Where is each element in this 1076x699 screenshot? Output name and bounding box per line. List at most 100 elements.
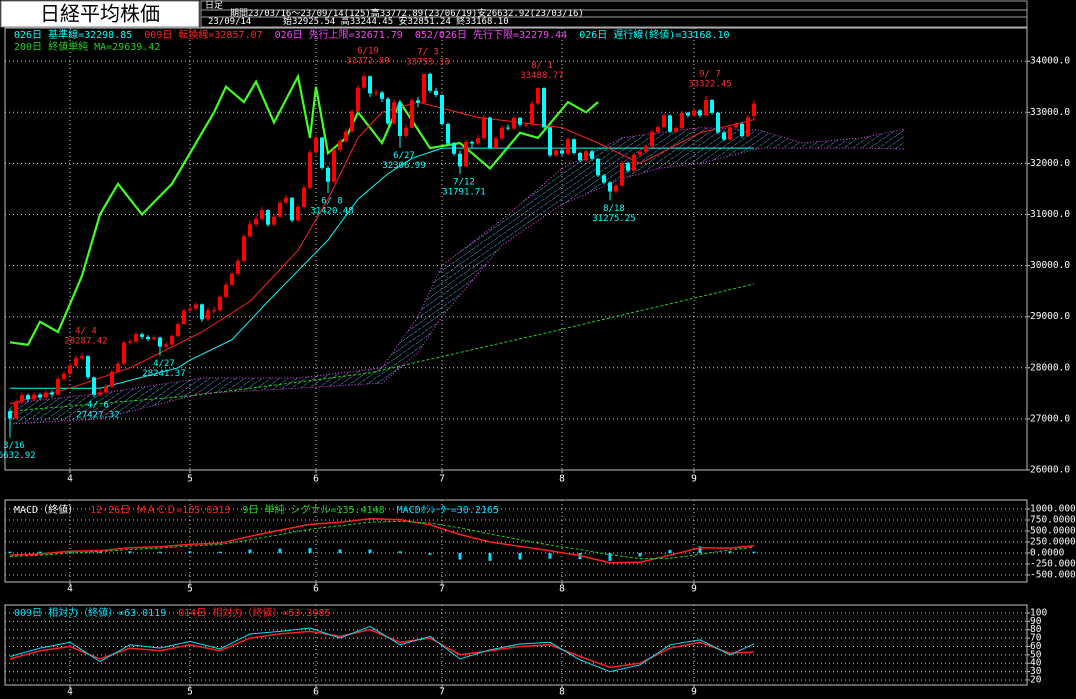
candle-body [523,124,528,126]
annotation-date: 7/12 [453,178,475,188]
candle-body [373,92,378,94]
candle-body [673,128,678,132]
candle-body [223,284,228,297]
annotation-value: 33322.45 [688,79,731,89]
legend-entry: 200日 終値単純 MA=29639.42 [14,40,160,53]
candle-body [163,344,168,347]
y-tick-label: 40 [1030,658,1042,669]
annotation-value: 33772.89 [346,56,389,66]
legend-entry: 026日 基準線=32298.85 [14,28,132,41]
histogram-bar [98,552,102,553]
candle-body [343,131,348,142]
annotation-date: 4/ 4 [75,327,97,337]
candle-body [559,150,564,154]
series-line [9,101,755,405]
candle-body [739,123,744,137]
candle-body [547,127,552,156]
candle-body [667,115,672,132]
x-tick-label: 7 [439,474,445,485]
candle-body [703,99,708,116]
candle-body [403,127,408,136]
candle-body [505,127,510,129]
x-tick-label: 7 [439,584,445,595]
x-tick-label: 9 [691,474,697,485]
candle-body [229,273,234,285]
annotation-date: 4/ 6 [87,401,109,411]
histogram-bar [128,551,132,553]
annotation-value: 32306.99 [382,161,425,171]
candle-body [253,218,258,225]
annotation-date: 9/ 7 [699,69,721,79]
candle-body [679,112,684,129]
histogram-bar [188,551,192,553]
annotation-date: 7/ 3 [417,47,439,57]
candle-body [721,132,726,140]
plot-area [5,500,1027,582]
candle-body [451,143,456,154]
candle-body [43,392,48,398]
candle-body [349,111,354,132]
legend-entry: 014日 相対力（終値）=53.3985 [178,606,330,619]
candle-body [79,356,84,359]
candle-body [751,103,756,117]
candle-body [145,336,150,339]
candle-body [325,167,330,182]
series-line [9,520,755,560]
candle-body [31,394,36,400]
histogram-bar [752,551,756,553]
y-tick-label: 90 [1030,616,1042,627]
y-tick-label: -500.0000 [1030,569,1076,580]
candle-body [727,127,732,140]
candle-body [271,216,276,225]
candle-body [469,142,474,144]
annotation-value: 31420.48 [310,207,353,217]
candle-body [169,336,174,345]
y-tick-label: 250.0000 [1030,536,1076,547]
candle-body [265,210,270,225]
y-tick-label: 29000.0 [1030,311,1070,322]
candle-body [655,127,660,132]
candle-body [319,137,324,168]
candle-body [745,117,750,137]
candle-body [709,99,714,113]
panel-frame [4,27,1028,471]
page-title: 日経平均株価 [40,2,160,26]
candle-body [109,371,114,387]
x-tick-label: 7 [439,687,445,698]
annotation-value: 33753.33 [406,57,449,67]
histogram-bar [68,551,72,553]
annotation-value: 28241.37 [142,369,185,379]
candle-body [211,310,216,312]
candle-body [205,310,210,320]
annotation-date: 3/16 [3,441,25,451]
candle-body [607,182,612,192]
candle-body [571,139,576,153]
candle-body [55,378,60,395]
candle-body [577,152,582,161]
candle-body [307,152,312,188]
candle-body [259,210,264,219]
candle-body [67,365,72,374]
histogram-bar [8,551,12,553]
candle-body [595,158,600,176]
annotation-date: 6/19 [357,46,379,56]
candle-body [415,100,420,103]
histogram-bar [308,548,312,553]
y-tick-label: 33000.0 [1030,107,1070,118]
x-tick-label: 5 [187,474,193,485]
annotation-value: 33488.77 [520,71,563,81]
y-tick-label: 31000.0 [1030,209,1070,220]
y-tick-label: -250.0000 [1030,558,1076,569]
candle-body [73,358,78,366]
legend-entry: 12-26日 ＭＡＣＤ=165.6313 [90,505,230,516]
candle-body [97,392,102,395]
panel-frame [4,499,1028,583]
series-line [9,517,755,564]
y-tick-label: 32000.0 [1030,158,1070,169]
histogram-bar [218,551,222,553]
candle-body [517,117,522,125]
legend-entry: 009日 転換線=32857.07 [144,28,262,41]
candle-body [637,151,642,155]
candle-body [331,149,336,182]
